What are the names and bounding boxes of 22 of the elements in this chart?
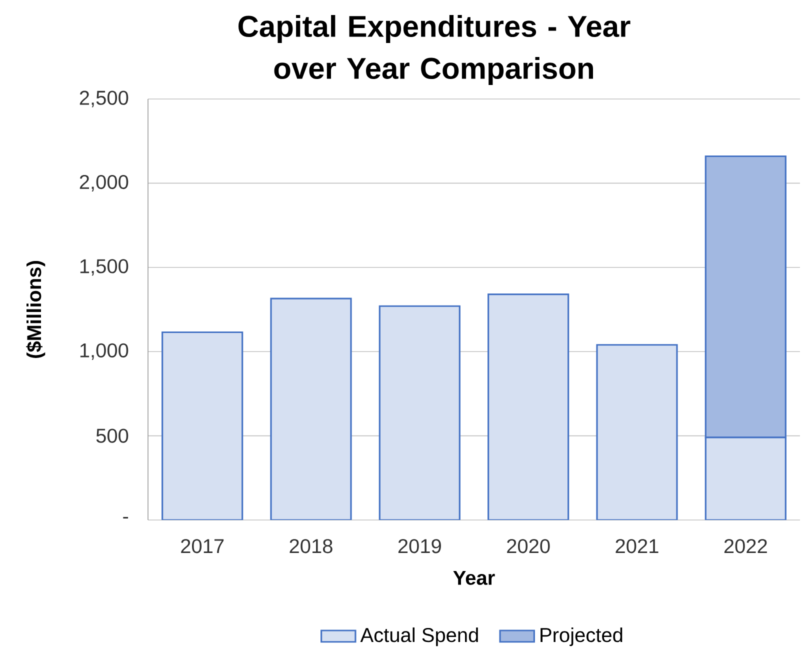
bar	[596, 344, 678, 520]
chart-title: Capital Expenditures - Year over Year Comparison	[238, 15, 630, 85]
y-tick-label: 2,500	[80, 90, 128, 108]
y-tick-label: 1,500	[80, 259, 128, 276]
bar	[162, 331, 244, 520]
x-axis-title: Year	[453, 570, 495, 585]
legend-label: Actual Spend	[360, 627, 478, 646]
y-axis-title: ($Millions)	[26, 261, 46, 358]
x-tick-label: 2017	[181, 539, 224, 554]
y-tick-label: 1,000	[80, 343, 128, 360]
x-tick-label: 2022	[724, 539, 767, 554]
bar	[270, 298, 352, 520]
x-tick-label: 2018	[290, 539, 332, 554]
x-tick-label: 2021	[616, 539, 658, 554]
y-tick-label: -	[123, 516, 128, 518]
y-tick-label: 2,000	[80, 174, 128, 192]
bar	[488, 294, 570, 520]
y-tick-label: 500	[96, 428, 128, 443]
x-tick-label: 2019	[398, 539, 441, 554]
legend-label: Projected	[540, 627, 622, 646]
x-tick-label: 2020	[507, 539, 550, 554]
bar	[378, 305, 460, 520]
